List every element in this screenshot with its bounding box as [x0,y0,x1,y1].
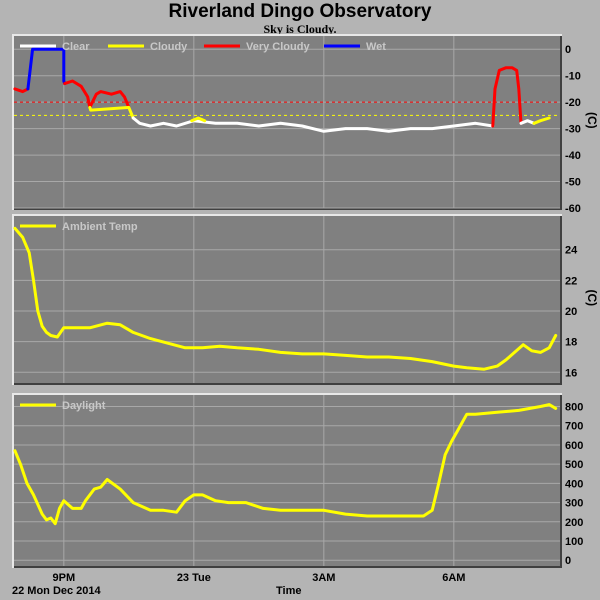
x-tick-label: 23 Tue [177,572,211,584]
daylight-y-tick-label: 100 [565,536,583,548]
sky-plot-area [14,36,560,208]
x-tick-label: 3AM [312,572,335,584]
temp-y-tick-label: 20 [565,306,577,318]
sky-status-subtitle: Sky is Cloudy. [263,22,337,36]
daylight-y-tick-label: 400 [565,478,583,490]
sky-series-cloudy [190,116,207,123]
daylight-y-tick-label: 300 [565,498,583,510]
daylight-y-tick-label: 0 [565,555,571,567]
temp-legend-label: Ambient Temp [62,221,138,233]
sky-series-cloudy [88,105,135,120]
sky-series-very-cloudy [491,66,523,128]
temp-y-tick-label: 24 [565,245,578,257]
sky-y-tick-label: -50 [565,177,581,189]
sky-y-axis-label: (C) [585,112,599,129]
temp-y-tick-label: 18 [565,337,577,349]
sky-legend-label: Cloudy [150,41,188,53]
daylight-y-tick-label: 500 [565,459,583,471]
sky-series-clear [131,116,495,133]
sky-legend-label: Wet [366,41,386,53]
sky-y-tick-label: -60 [565,203,581,215]
sky-legend-label: Very Cloudy [246,41,310,53]
daylight-panel: 0 100 200 300 400 500 600 700 800 Daylight [12,393,583,568]
daylight-y-tick-label: 800 [565,402,583,414]
sky-series-very-cloudy [63,79,131,109]
temp-y-tick-label: 16 [565,367,577,379]
daylight-y-tick-label: 200 [565,517,583,529]
daylight-plot-area [14,395,560,566]
daylight-legend-label: Daylight [62,400,106,412]
daylight-series-daylight [13,403,558,526]
sky-y-tick-label: -40 [565,150,581,162]
temp-y-axis-label: (C) [585,290,599,307]
sky-panel: 0 -10 -20 -30 -40 -50 -60 (C) Clear Cloudy Very Cl… [12,34,599,215]
x-tick-label: 6AM [442,572,465,584]
x-axis-title: Time [276,585,302,597]
daylight-y-tick-label: 700 [565,421,583,433]
sky-legend-label: Clear [62,41,90,53]
sky-y-tick-label: -10 [565,71,581,83]
sky-y-tick-label: -30 [565,124,581,136]
sky-y-tick-label: -20 [565,97,581,109]
daylight-y-tick-label: 600 [565,440,583,452]
sky-series-wet [26,47,67,91]
temp-series-ambient-temp [13,226,558,371]
page-title: Riverland Dingo Observatory [168,1,432,22]
sky-y-tick-label: 0 [565,44,571,56]
sky-series-very-cloudy [13,87,30,94]
temp-plot-area [14,216,560,383]
date-label: 22 Mon Dec 2014 [12,585,101,597]
sky-series-clear [519,119,536,125]
temp-y-tick-label: 22 [565,275,577,287]
x-tick-label: 9PM [53,572,76,584]
sky-series-cloudy [532,116,551,125]
temp-panel: 16 18 20 22 24 (C) Ambient Temp [12,214,599,385]
